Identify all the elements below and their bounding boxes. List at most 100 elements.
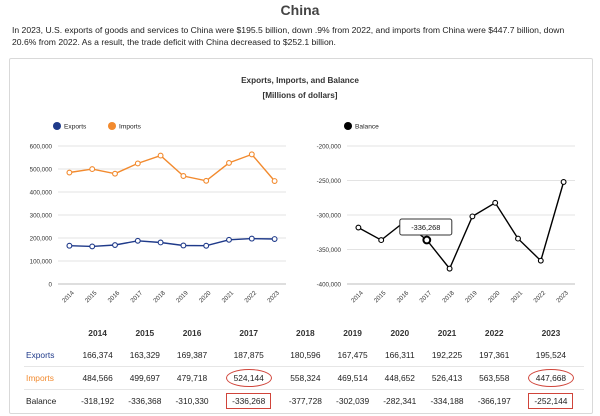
y-tick-label: 100,000 [30,259,53,266]
data-point-balance [378,237,385,244]
x-tick-label: 2020 [487,289,502,304]
series-line-imports [69,153,276,182]
data-point-imports [226,159,232,166]
table-cell-value: -310,330 [175,396,209,406]
table-header-row: 2014 2015 2016 2017 2018 2019 2020 2021 2022 2023 [24,322,584,344]
table-cell-value: 524,144 [225,369,272,387]
table-cell: 447,668 [517,366,584,390]
y-tick-label: 600,000 [30,144,53,151]
y-tick-label: 200,000 [30,236,53,243]
data-point-exports [66,242,73,249]
data-point-imports [203,177,210,184]
table-cell-value: 484,566 [82,373,113,383]
table-cell-value: 526,413 [431,373,463,383]
table-cell: -282,341 [376,389,424,412]
page-title: China [280,2,320,18]
data-point-imports [134,160,141,167]
x-tick-label: 2018 [152,289,167,304]
summary-text: In 2023, U.S. exports of goods and servi… [12,25,565,47]
y-tick-label: -350,000 [317,247,342,254]
series-line-balance [358,181,565,270]
data-point-exports [203,242,210,249]
data-point-imports [89,166,96,173]
data-point-balance [537,257,544,264]
data-point-imports [248,151,255,158]
table-cell-value: 163,329 [129,350,160,360]
table-row-imports: Imports 484,566 499,697 479,718 524,144 558,3… [24,366,584,390]
table-cell-value: 448,652 [384,373,415,383]
table-row-label: Balance [24,389,74,412]
legend-label-imports: Imports [119,124,142,131]
legend-marker-imports [108,122,116,130]
x-tick-label: 2021 [510,289,525,304]
table-cell-value: 192,225 [431,350,463,360]
data-point-exports [271,236,278,242]
tooltip-box [399,218,453,236]
x-tick-label: 2020 [198,289,213,304]
x-tick-label: 2022 [243,289,258,304]
table-cell: 167,475 [329,344,376,367]
table-cell: 524,144 [215,366,282,390]
data-point-imports [180,173,187,179]
table-cell: -377,728 [281,389,329,412]
table-cell-value: -282,341 [383,396,417,406]
table-cell: -302,039 [328,389,377,412]
table-year-header: 2023 [541,328,561,338]
data-point-imports [112,170,118,177]
table-cell-value: -366,197 [477,396,511,406]
table-cell-value: 167,475 [337,350,368,360]
table-cell: 166,374 [74,344,121,367]
table-cell: 484,566 [74,366,122,390]
table-cell: 448,652 [376,366,424,390]
table-year-header: 2019 [343,328,362,338]
table-cell: -334,188 [423,389,471,412]
x-tick-label: 2019 [175,289,190,304]
table-cell-value: 558,324 [290,373,321,383]
table-cell: 526,413 [423,366,471,390]
table-cell-value: 447,668 [527,369,575,387]
table-cell-value: 166,311 [384,350,415,360]
y-tick-label: -400,000 [317,282,342,289]
table-cell-value: -334,188 [430,396,464,406]
table-cell: 479,718 [168,366,216,390]
data-point-imports [66,169,73,176]
table-cell: -336,268 [215,389,282,412]
x-tick-label: 2014 [350,289,365,304]
series-line-exports [69,237,275,248]
y-tick-label: 0 [49,282,53,289]
table-corner-cell [24,322,74,344]
y-tick-label: 500,000 [30,167,53,174]
legend-marker-balance [344,122,352,130]
table-year-header: 2020 [390,328,410,338]
table-cell-value: 187,875 [233,350,264,360]
x-tick-label: 2018 [441,289,456,304]
x-tick-label: 2015 [373,289,388,304]
table-cell: 187,875 [216,344,282,367]
table-cell-value: 479,718 [176,373,208,383]
table-cell: 180,596 [282,344,329,367]
x-tick-label: 2016 [107,289,122,304]
x-tick-label: 2014 [61,289,76,304]
x-tick-label: 2023 [266,289,281,304]
table-cell-value: 197,361 [479,350,510,360]
table-cell-value: 180,596 [290,350,321,360]
chart-title: Exports, Imports, and Balance [241,76,359,85]
table-cell-value: 499,697 [129,373,160,383]
table-cell-value: -318,192 [81,396,115,406]
x-tick-label: 2019 [464,289,479,304]
data-point-balance [515,235,521,242]
table-year-header: 2018 [296,328,315,338]
table-cell-value: 469,514 [337,373,368,383]
table-year-header: 2016 [182,328,202,338]
data-point-balance [469,213,476,220]
x-tick-label: 2023 [555,289,570,304]
table-cell-value: -302,039 [336,396,370,406]
x-tick-label: 2015 [84,289,99,304]
data-point-exports [89,243,96,250]
x-tick-label: 2017 [129,289,144,304]
table-year-header: 2021 [437,328,457,338]
data-point-exports [226,236,232,243]
data-point-imports [271,178,278,184]
table-cell-value: -377,728 [288,396,322,406]
